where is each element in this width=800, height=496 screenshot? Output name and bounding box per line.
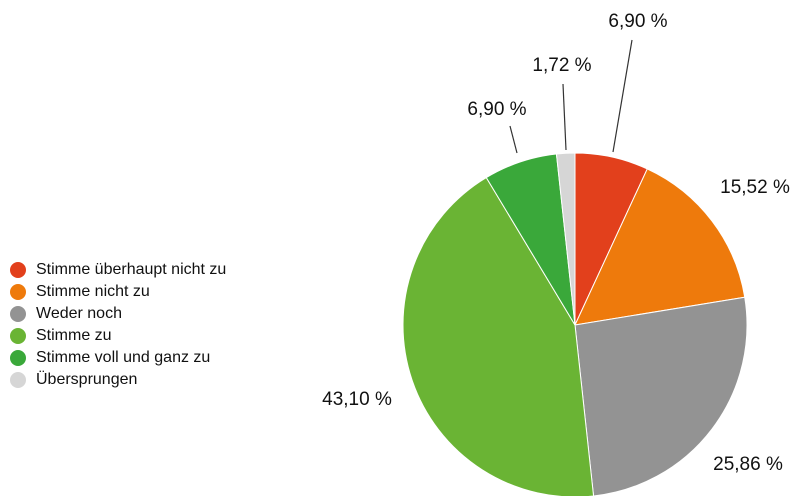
legend-swatch xyxy=(10,284,26,300)
legend-label: Übersprungen xyxy=(36,370,137,388)
legend-label: Stimme voll und ganz zu xyxy=(36,349,210,366)
legend-swatch xyxy=(10,372,26,388)
slice-label: 6,90 % xyxy=(608,11,667,32)
legend-label: Stimme zu xyxy=(36,327,112,344)
pie-slice xyxy=(574,168,746,326)
legend-swatch xyxy=(10,262,26,278)
slice-label: 1,72 % xyxy=(532,55,591,76)
slice-label: 6,90 % xyxy=(467,99,526,120)
legend-label: Weder noch xyxy=(36,305,122,322)
legend-swatch xyxy=(10,350,26,366)
leader-line xyxy=(509,125,518,154)
leader-line xyxy=(562,83,567,151)
pie-slice xyxy=(555,152,576,326)
legend-swatch xyxy=(10,306,26,322)
pie-slice xyxy=(574,296,748,496)
legend-label: Stimme überhaupt nicht zu xyxy=(36,261,226,278)
leader-line xyxy=(612,39,633,153)
legend-swatch xyxy=(10,328,26,344)
slice-label: 43,10 % xyxy=(322,389,392,410)
pie-slice xyxy=(402,176,595,496)
legend-label: Stimme nicht zu xyxy=(36,283,150,300)
slice-label: 25,86 % xyxy=(713,454,783,475)
slice-label: 15,52 % xyxy=(720,177,790,198)
